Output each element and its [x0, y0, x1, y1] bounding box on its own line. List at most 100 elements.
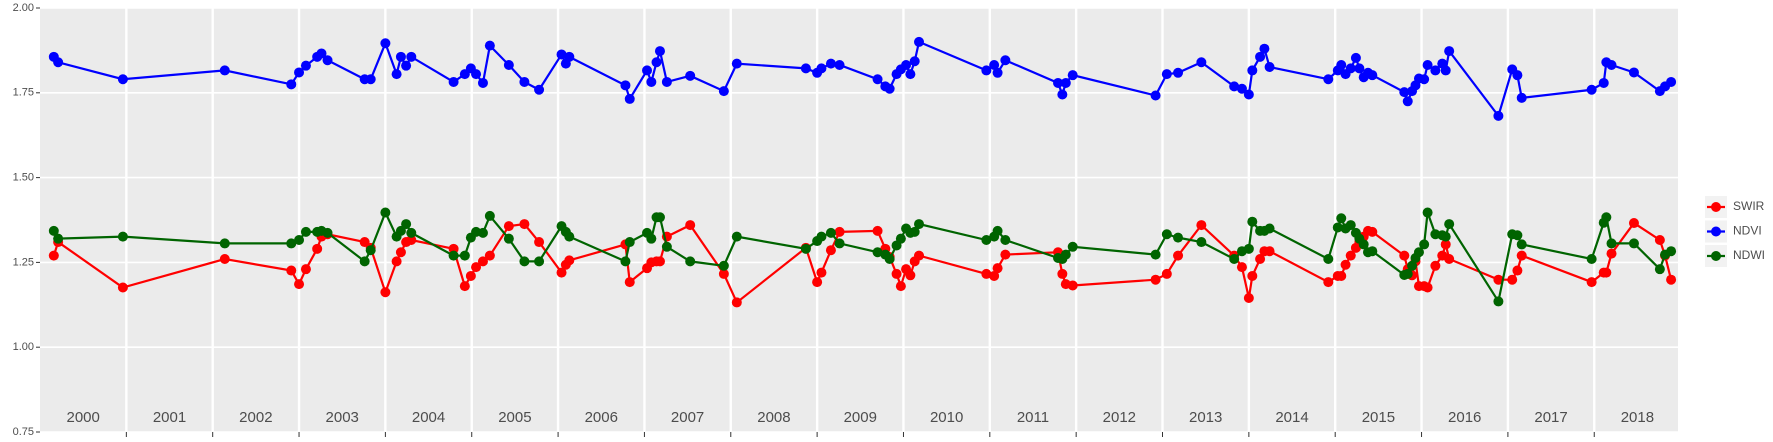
point: [1336, 59, 1347, 70]
year-label: 2010: [930, 409, 963, 426]
y-tick-label: 1.75: [13, 87, 34, 99]
point: [294, 235, 305, 246]
point: [800, 243, 811, 254]
point: [1654, 235, 1665, 246]
point: [834, 59, 845, 70]
point: [1367, 70, 1378, 81]
point: [1053, 77, 1064, 88]
point: [1161, 229, 1172, 240]
point: [646, 233, 657, 244]
legend-marker: [1711, 202, 1721, 212]
point: [1247, 270, 1258, 281]
point: [884, 254, 895, 265]
point: [731, 297, 742, 308]
point: [624, 93, 635, 104]
point: [992, 225, 1003, 236]
point: [365, 74, 376, 85]
point: [286, 265, 297, 276]
point: [981, 65, 992, 76]
point: [477, 77, 488, 88]
point: [1247, 216, 1258, 227]
point: [395, 247, 406, 258]
point: [1440, 239, 1451, 250]
point: [1345, 220, 1356, 231]
point: [1345, 63, 1356, 74]
point: [564, 51, 575, 62]
point: [718, 260, 729, 271]
point: [48, 225, 59, 236]
point: [1413, 247, 1424, 258]
point: [731, 231, 742, 242]
point: [406, 235, 417, 246]
point: [1196, 237, 1207, 248]
point: [812, 277, 823, 288]
point: [519, 256, 530, 267]
point: [1367, 246, 1378, 257]
year-label: 2015: [1362, 409, 1395, 426]
point: [895, 233, 906, 244]
point: [1586, 254, 1597, 265]
year-label: 2000: [66, 409, 99, 426]
point: [1606, 238, 1617, 249]
point: [1264, 62, 1275, 73]
point: [1430, 65, 1441, 76]
point: [1067, 70, 1078, 81]
point: [981, 268, 992, 279]
point: [503, 221, 514, 232]
point: [48, 250, 59, 261]
point: [401, 60, 412, 71]
point: [1628, 238, 1639, 249]
point: [685, 256, 696, 267]
point: [1243, 89, 1254, 100]
point: [1516, 92, 1527, 103]
point: [1493, 296, 1504, 307]
point: [1323, 254, 1334, 265]
point: [872, 74, 883, 85]
point: [406, 227, 417, 238]
point: [624, 277, 635, 288]
point: [646, 76, 657, 87]
point: [1173, 67, 1184, 78]
year-label: 2018: [1621, 409, 1654, 426]
year-label: 2012: [1103, 409, 1136, 426]
point: [1345, 250, 1356, 261]
point: [519, 219, 530, 230]
point: [1196, 57, 1207, 68]
point: [365, 245, 376, 256]
point: [685, 70, 696, 81]
year-label: 2011: [1017, 409, 1049, 426]
point: [884, 83, 895, 94]
point: [1598, 77, 1609, 88]
point: [685, 220, 696, 231]
point: [406, 51, 417, 62]
point: [1399, 87, 1410, 98]
point: [1422, 59, 1433, 70]
point: [661, 241, 672, 252]
year-label: 2001: [153, 409, 186, 426]
panel-background: [40, 8, 1678, 432]
point: [1399, 250, 1410, 261]
year-label: 2014: [1275, 409, 1308, 426]
point: [1666, 274, 1677, 285]
point: [1336, 213, 1347, 224]
point: [294, 67, 305, 78]
point: [1493, 110, 1504, 121]
point: [718, 268, 729, 279]
point: [1606, 59, 1617, 70]
point: [395, 51, 406, 62]
point: [380, 207, 391, 218]
point: [219, 65, 230, 76]
year-label: 2002: [239, 409, 272, 426]
point: [891, 268, 902, 279]
point: [117, 74, 128, 85]
point: [914, 36, 925, 47]
point: [1243, 243, 1254, 254]
point: [825, 245, 836, 256]
point: [459, 281, 470, 292]
legend-marker: [1711, 251, 1721, 261]
point: [484, 40, 495, 51]
point: [1354, 63, 1365, 74]
point: [556, 267, 567, 278]
point: [620, 256, 631, 267]
